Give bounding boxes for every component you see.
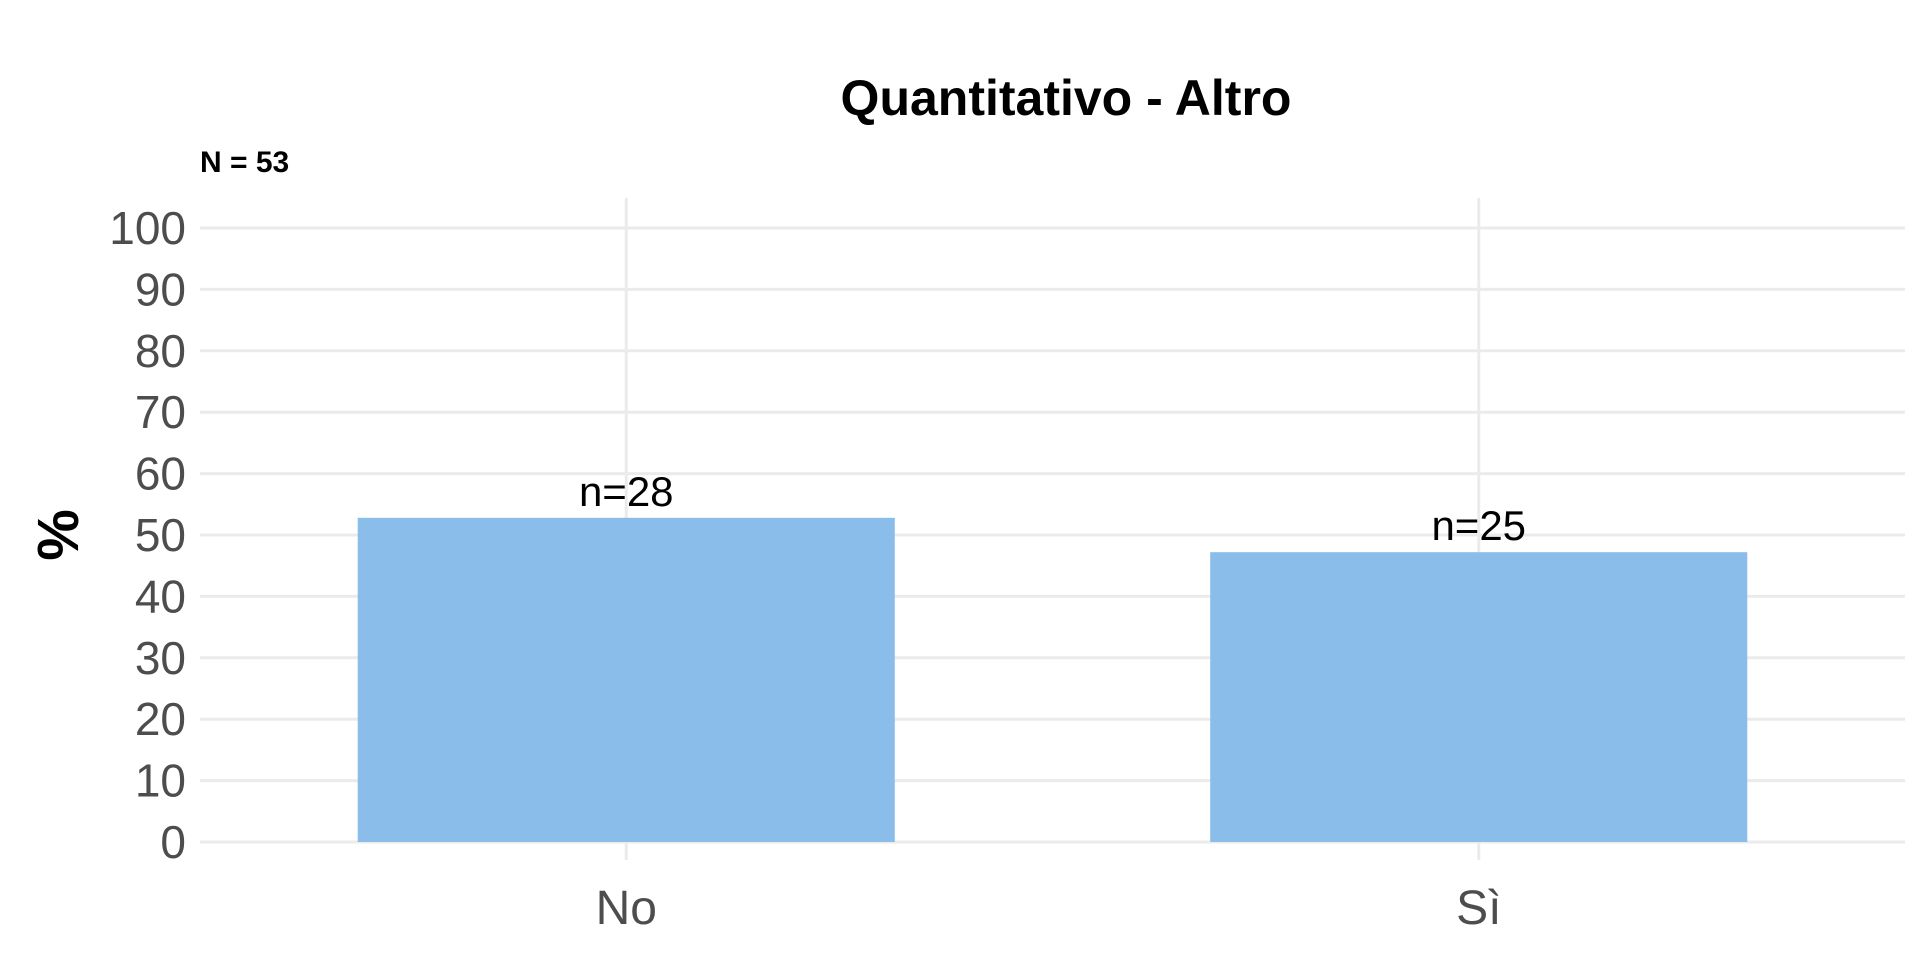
labels: 0 10 20 30 40 50 60 70 80 90 100 n=28 No n=25 Sì [109, 202, 1526, 935]
y-tick-label: 90 [135, 263, 186, 315]
y-tick-label: 30 [135, 632, 186, 684]
bar-sì [1210, 552, 1748, 842]
y-tick-label: 60 [135, 448, 186, 500]
chart-title: Quantitativo - Altro [841, 70, 1292, 126]
x-tick-label: No [596, 882, 657, 935]
y-tick-label: 0 [160, 816, 186, 868]
y-tick-label: 40 [135, 570, 186, 622]
y-tick-label: 50 [135, 509, 186, 561]
bars [357, 517, 1748, 842]
y-tick-label: 80 [135, 325, 186, 377]
x-tick-label: Sì [1456, 882, 1501, 935]
y-tick-label: 20 [135, 693, 186, 745]
y-tick-label: 70 [135, 386, 186, 438]
y-axis-title: % [26, 509, 91, 561]
y-tick-label: 100 [109, 202, 186, 254]
bar-data-label: n=28 [579, 468, 674, 515]
bar-data-label: n=25 [1431, 502, 1526, 549]
bar-no [357, 517, 895, 842]
chart-subtitle: N = 53 [200, 146, 289, 179]
y-tick-label: 10 [135, 755, 186, 807]
